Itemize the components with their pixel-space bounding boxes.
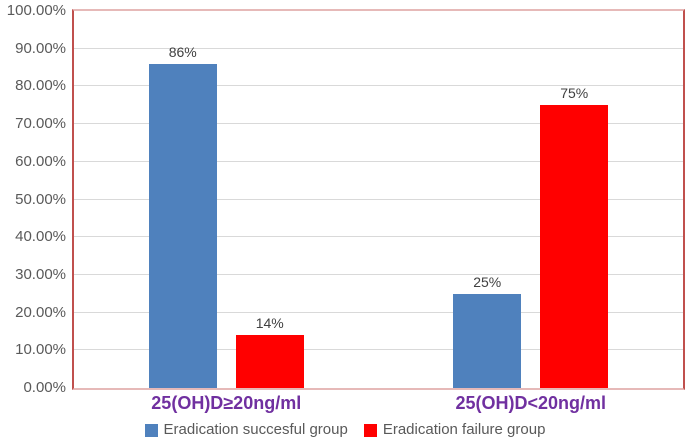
y-tick-label-80: 80.00% (15, 77, 66, 95)
x-category-label-25-oh-d-20ng-ml: 25(OH)D<20ng/ml (455, 393, 607, 413)
x-category-label-25-oh-d-20ng-ml: 25(OH)D≥20ng/ml (151, 393, 302, 413)
y-tick-label-0: 0.00% (23, 379, 66, 396)
legend-item-eradication-succesful-group: Eradication succesful group (144, 421, 348, 439)
gridline-50 (74, 198, 683, 200)
y-tick-label-40: 40.00% (15, 228, 66, 246)
legend-swatch-icon (363, 423, 377, 437)
bar-eradication-failure-group-25-oh-d-20ng-ml (540, 105, 609, 388)
y-tick-label-30: 30.00% (15, 265, 66, 283)
bar-eradication-succesful-group-25-oh-d-20ng-ml (453, 293, 522, 388)
gridline-20 (74, 311, 683, 313)
y-tick-label-90: 90.00% (15, 39, 66, 57)
data-label-eradication-succesful-group-25-oh-d-20ng-ml: 86% (168, 43, 197, 60)
gridline-30 (74, 273, 683, 275)
legend-item-eradication-failure-group: Eradication failure group (363, 421, 546, 439)
bar-eradication-succesful-group-25-oh-d-20ng-ml (148, 63, 217, 388)
gridline-70 (74, 123, 683, 125)
y-tick-label-70: 70.00% (15, 115, 66, 133)
legend-label: Eradication succesful group (163, 421, 348, 438)
y-tick-label-60: 60.00% (15, 152, 66, 170)
bar-eradication-failure-group-25-oh-d-20ng-ml (235, 335, 304, 388)
y-tick-label-20: 20.00% (15, 303, 66, 321)
gridline-80 (74, 85, 683, 87)
y-tick-label-50: 50.00% (15, 190, 66, 208)
data-label-eradication-succesful-group-25-oh-d-20ng-ml: 25% (473, 273, 502, 290)
gridline-40 (74, 236, 683, 238)
data-label-eradication-failure-group-25-oh-d-20ng-ml: 14% (255, 315, 284, 332)
gridline-90 (74, 47, 683, 49)
gridline-60 (74, 160, 683, 162)
y-tick-label-10: 10.00% (15, 341, 66, 359)
y-tick-label-100: 100.00% (6, 2, 66, 19)
gridline-10 (74, 349, 683, 351)
legend-swatch-icon (144, 423, 158, 437)
data-label-eradication-failure-group-25-oh-d-20ng-ml: 75% (560, 85, 589, 102)
chart-legend: Eradication succesful group Eradication f… (0, 421, 690, 439)
legend-label: Eradication failure group (382, 421, 546, 438)
plot-area: 86% 14% 25% 75% (72, 9, 685, 390)
